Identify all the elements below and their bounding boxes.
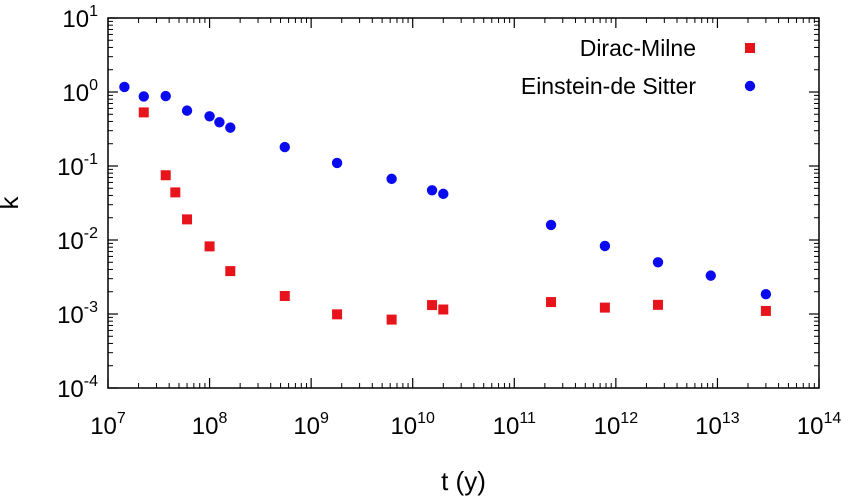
x-tick-label: 1014 bbox=[797, 410, 842, 440]
dirac-milne-point bbox=[279, 291, 290, 302]
y-tick-label: 10-4 bbox=[57, 373, 98, 403]
y-tick-label: 10-2 bbox=[57, 225, 98, 255]
x-tick-label: 107 bbox=[90, 410, 126, 440]
dirac-milne-point bbox=[204, 241, 215, 252]
einstein-de-sitter-point bbox=[438, 188, 449, 200]
y-axis-label: k bbox=[0, 196, 24, 210]
x-tick-label: 1011 bbox=[493, 410, 536, 440]
legend-label-einstein-de-sitter: Einstein-de Sitter bbox=[521, 73, 696, 99]
einstein-de-sitter-point bbox=[760, 289, 772, 300]
plot-area: 107 108 109 1010 1011 1012 1013 1014 101 100 10-1… bbox=[57, 3, 841, 440]
einstein-de-sitter-point bbox=[652, 257, 664, 268]
data-points bbox=[119, 81, 772, 325]
einstein-de-sitter-point bbox=[225, 122, 236, 133]
y-tick-label: 101 bbox=[62, 3, 98, 33]
dirac-milne-point bbox=[599, 302, 610, 313]
legend-label-dirac-milne: Dirac-Milne bbox=[580, 35, 696, 61]
einstein-de-sitter-point bbox=[599, 240, 611, 252]
dirac-milne-point bbox=[160, 170, 171, 181]
einstein-de-sitter-point bbox=[204, 111, 215, 122]
y-tick-label: 10-3 bbox=[57, 299, 98, 329]
x-tick-label: 108 bbox=[192, 410, 228, 440]
dirac-milne-point bbox=[170, 187, 181, 198]
dirac-milne-point bbox=[182, 214, 193, 225]
dirac-milne-point bbox=[427, 300, 438, 311]
y-axis-ticks: 101 100 10-1 10-2 10-3 10-4 bbox=[57, 3, 819, 403]
einstein-de-sitter-point bbox=[386, 173, 397, 185]
dirac-milne-point bbox=[138, 107, 149, 118]
x-tick-label: 1012 bbox=[594, 410, 639, 440]
einstein-de-sitter-point bbox=[705, 270, 716, 281]
x-axis-label: t (y) bbox=[441, 466, 486, 496]
einstein-de-sitter-point bbox=[331, 157, 343, 169]
legend-marker-dirac-milne bbox=[745, 43, 755, 53]
x-axis-ticks: 107 108 109 1010 1011 1012 1013 1014 bbox=[90, 18, 841, 440]
legend-marker-einstein-de-sitter bbox=[744, 80, 756, 92]
einstein-de-sitter-point bbox=[214, 117, 225, 128]
dirac-milne-point bbox=[653, 299, 664, 310]
x-tick-label: 1010 bbox=[390, 410, 435, 440]
dirac-milne-point bbox=[546, 297, 557, 308]
dirac-milne-point bbox=[386, 314, 397, 325]
einstein-de-sitter-point bbox=[138, 91, 149, 102]
dirac-milne-point bbox=[760, 305, 771, 316]
x-tick-label: 1013 bbox=[695, 410, 740, 440]
y-tick-label: 10-1 bbox=[57, 151, 98, 181]
einstein-de-sitter-point bbox=[119, 81, 130, 93]
einstein-de-sitter-point bbox=[181, 105, 193, 116]
dirac-milne-point bbox=[438, 304, 449, 315]
y-tick-label: 100 bbox=[62, 77, 98, 107]
einstein-de-sitter-point bbox=[160, 90, 171, 102]
einstein-de-sitter-point bbox=[426, 185, 438, 196]
einstein-de-sitter-point bbox=[545, 219, 557, 231]
plot-frame bbox=[107, 17, 820, 389]
legend: Dirac-Milne Einstein-de Sitter bbox=[521, 35, 756, 99]
dirac-milne-point bbox=[225, 266, 236, 277]
x-tick-label: 109 bbox=[293, 410, 329, 440]
einstein-de-sitter-point bbox=[279, 141, 290, 153]
dirac-milne-point bbox=[332, 309, 343, 320]
